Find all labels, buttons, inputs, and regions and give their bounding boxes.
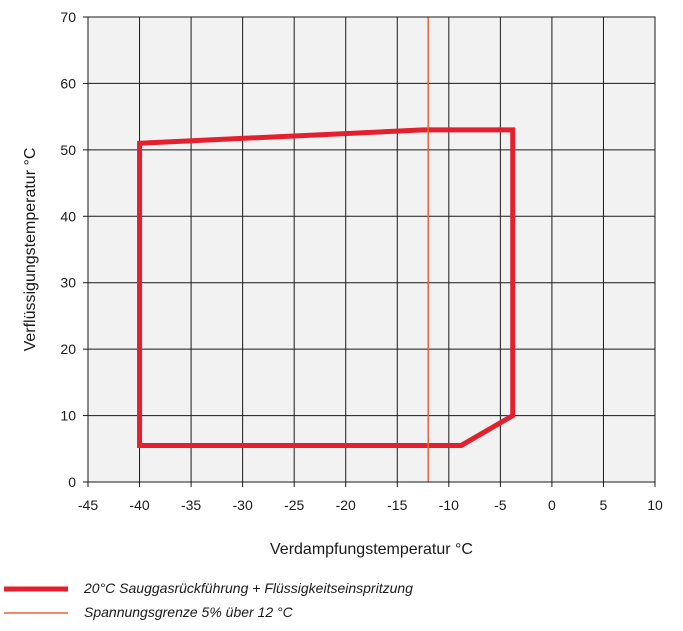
x-tick-label: -30 <box>233 497 253 513</box>
y-tick-label: 10 <box>60 408 76 424</box>
x-tick-label: -45 <box>78 497 98 513</box>
legend-label-envelope: 20°C Sauggasrückführung + Flüssigkeitsei… <box>84 580 413 596</box>
y-tick-label: 50 <box>60 142 76 158</box>
operating-envelope <box>137 127 516 448</box>
tick-labels: -45 -40 -35 -30 -25 -20 -15 -10 -5 0 5 10 0 10 20 30 40 5… <box>60 9 663 513</box>
x-tick-label: 10 <box>647 497 663 513</box>
y-tick-label: 30 <box>60 275 76 291</box>
x-tick-label: -5 <box>494 497 507 513</box>
x-tick-label: -25 <box>284 497 304 513</box>
x-tick-label: -40 <box>129 497 149 513</box>
x-tick-label: -35 <box>181 497 201 513</box>
legend-item-envelope: 20°C Sauggasrückführung + Flüssigkeitsei… <box>0 578 683 600</box>
x-tick-label: 0 <box>548 497 556 513</box>
y-tick-label: 40 <box>60 208 76 224</box>
plot-area <box>88 17 655 482</box>
y-tick-label: 70 <box>60 9 76 25</box>
legend-item-voltage-limit: Spannungsgrenze 5% über 12 °C <box>0 602 683 624</box>
legend: 20°C Sauggasrückführung + Flüssigkeitsei… <box>0 578 683 628</box>
legend-label-voltage-limit: Spannungsgrenze 5% über 12 °C <box>84 604 293 620</box>
chart: -45 -40 -35 -30 -25 -20 -15 -10 -5 0 5 10 0 10 20 30 40 5… <box>22 9 663 558</box>
plot-frame <box>87 16 656 483</box>
x-tick-label: -20 <box>336 497 356 513</box>
series-layer <box>137 17 516 482</box>
x-tick-label: 5 <box>600 497 608 513</box>
legend-swatch-thick-line <box>4 586 68 592</box>
legend-swatch-thin-line <box>4 612 68 614</box>
y-axis-label: Verflüssigungstemperatur °C <box>22 148 39 352</box>
y-tick-label: 0 <box>68 474 76 490</box>
x-tick-label: -10 <box>439 497 459 513</box>
y-tick-label: 60 <box>60 75 76 91</box>
x-tick-label: -15 <box>387 497 407 513</box>
x-axis-label: Verdampfungstemperatur °C <box>270 541 473 558</box>
y-tick-label: 20 <box>60 341 76 357</box>
